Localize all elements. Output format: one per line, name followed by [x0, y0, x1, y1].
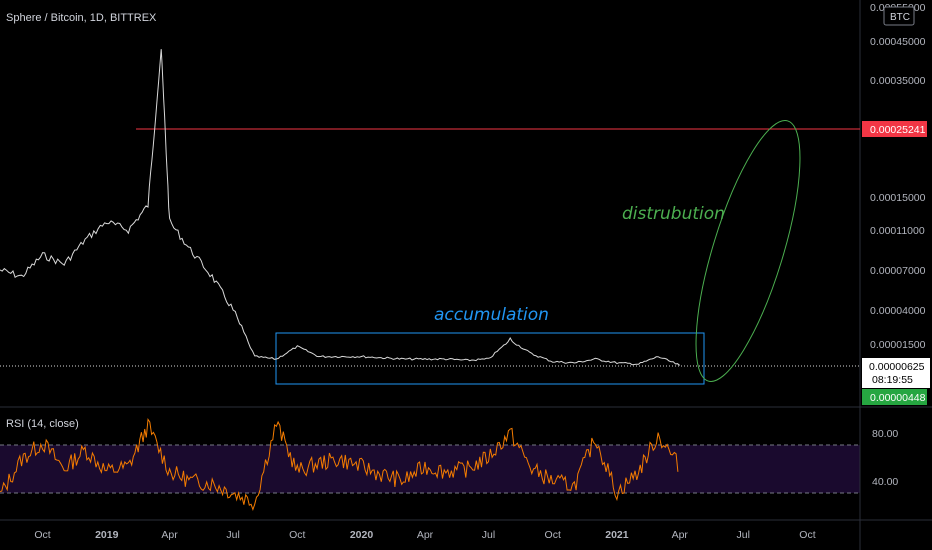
chart-title: Sphere / Bitcoin, 1D, BITTREX	[6, 12, 157, 24]
time-tick-label: Apr	[672, 529, 689, 541]
rsi-axis-ticks: 80.00 40.00	[872, 428, 898, 488]
time-tick-label: Oct	[799, 529, 815, 541]
current-price-label: 0.00000625	[869, 361, 925, 373]
price-tick-label: 0.00035000	[870, 75, 926, 87]
price-tick-label: 0.00015000	[870, 192, 926, 204]
time-tick-label: 2020	[350, 529, 374, 541]
price-tick-label: 0.00004000	[870, 305, 926, 317]
low-price-tag	[862, 389, 927, 405]
time-tick-label: Jul	[737, 529, 750, 541]
time-tick-label: Jul	[226, 529, 239, 541]
low-price-label: 0.00000448	[870, 392, 926, 404]
rsi-tick-label: 40.00	[872, 476, 898, 488]
rsi-title: RSI (14, close)	[6, 418, 79, 430]
distribution-label: distrubution	[622, 204, 725, 224]
rsi-tick-label: 80.00	[872, 428, 898, 440]
price-tick-label: 0.00011000	[870, 225, 925, 237]
price-tick-label: 0.00001500	[870, 339, 926, 351]
time-tick-label: Oct	[34, 529, 50, 541]
current-price-tag	[862, 358, 930, 388]
accumulation-label: accumulation	[434, 305, 549, 325]
time-tick-label: Apr	[161, 529, 178, 541]
currency-button-label: BTC	[890, 12, 910, 23]
currency-button[interactable]	[883, 6, 915, 26]
time-tick-label: Oct	[545, 529, 561, 541]
resistance-price-label: 0.00025241	[870, 124, 926, 136]
accumulation-box[interactable]	[275, 332, 705, 385]
time-tick-label: Oct	[289, 529, 305, 541]
distribution-ellipse[interactable]	[675, 111, 821, 392]
rsi-series-line	[0, 417, 679, 512]
resistance-price-tag	[862, 121, 927, 137]
time-tick-label: 2019	[95, 529, 119, 541]
price-series-line	[0, 49, 681, 366]
time-axis-ticks: Oct 2019 Apr Jul Oct 2020 Apr Jul Oct 2021 Apr Jul O…	[34, 529, 815, 541]
time-tick-label: Jul	[482, 529, 495, 541]
price-tick-label: 0.00007000	[870, 265, 926, 277]
countdown-label: 08:19:55	[872, 374, 913, 386]
time-tick-label: 2021	[605, 529, 629, 541]
price-axis-ticks: 0.000550000.000450000.000350000.00015000…	[870, 2, 926, 351]
time-tick-label: Apr	[417, 529, 434, 541]
price-tick-label: 0.00045000	[870, 36, 926, 48]
